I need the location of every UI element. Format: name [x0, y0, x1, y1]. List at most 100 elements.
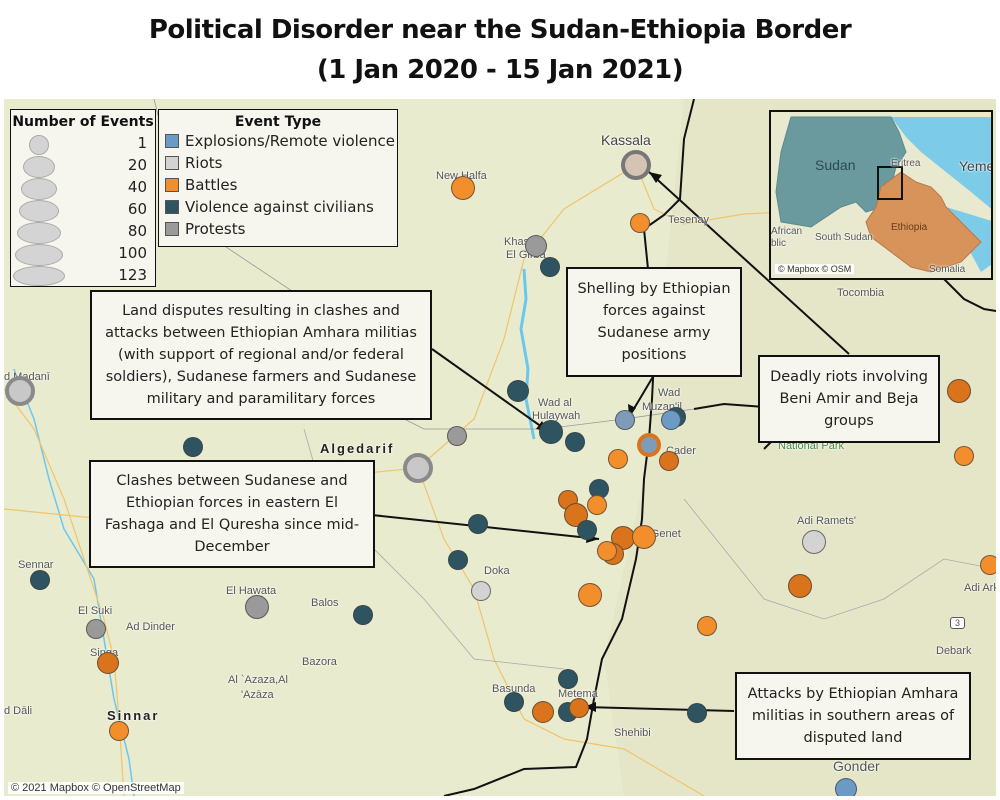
place-el-hawata: El Hawata	[226, 585, 277, 597]
event-marker-battles[interactable]	[451, 176, 475, 200]
event-marker-explosions[interactable]	[835, 778, 857, 796]
event-marker-violence[interactable]	[183, 437, 203, 457]
place-national-park: National Park	[778, 440, 845, 452]
event-marker-violence[interactable]	[577, 520, 597, 540]
place-wad-muzan-1: Wad	[658, 387, 681, 399]
callout-clashes: Clashes between Sudanese and Ethiopian f…	[89, 460, 375, 568]
event-marker-battles[interactable]	[954, 446, 974, 466]
event-marker-protests[interactable]	[86, 619, 106, 639]
event-marker-battles[interactable]	[608, 449, 628, 469]
event-marker-battles[interactable]	[597, 541, 617, 561]
event-marker-violence[interactable]	[504, 692, 524, 712]
event-marker-riots-large[interactable]	[621, 150, 651, 180]
event-marker-battles[interactable]	[578, 583, 602, 607]
size-bubble-icon	[17, 222, 61, 244]
inset-label-south-sudan: South Sudan	[815, 232, 873, 243]
event-marker-protests[interactable]	[447, 426, 467, 446]
inset-label-somalia: Somalia	[929, 264, 966, 275]
map-canvas[interactable]: Kassala New Halfa Tesenay Khashm El Girb…	[4, 99, 996, 796]
inset-map-shapes	[771, 112, 991, 278]
inset-label-yemen: Yeme	[959, 158, 993, 174]
place-algedarif: Algedarif	[320, 441, 395, 456]
callout-shelling: Shelling by Ethiopian forces against Sud…	[566, 267, 742, 377]
event-marker-battles-dark[interactable]	[659, 451, 679, 471]
map-attribution[interactable]: © 2021 Mapbox © OpenStreetMap	[8, 782, 184, 794]
size-bubble-icon	[29, 135, 49, 155]
size-bubble-icon	[15, 244, 63, 266]
size-bubble-icon	[19, 200, 59, 222]
place-sinnar: Sinnar	[107, 708, 160, 723]
legend-item-battles[interactable]: Battles	[159, 174, 397, 196]
explosions-swatch-icon	[165, 134, 179, 148]
event-marker-explosions-ring[interactable]	[637, 433, 661, 457]
event-marker-riots-ring[interactable]	[5, 376, 35, 406]
event-marker-explosions[interactable]	[661, 410, 681, 430]
event-marker-battles[interactable]	[697, 616, 717, 636]
inset-label-sudan: Sudan	[815, 157, 856, 173]
riots-swatch-icon	[165, 156, 179, 170]
inset-attribution: © Mapbox © OSM	[775, 264, 855, 274]
legend-size-row: 20	[11, 156, 151, 178]
event-marker-riots-ring[interactable]	[403, 453, 433, 483]
event-marker-violence[interactable]	[565, 432, 585, 452]
event-marker-protests[interactable]	[245, 595, 269, 619]
legend-item-explosions[interactable]: Explosions/Remote violence	[159, 130, 397, 152]
event-marker-violence[interactable]	[539, 420, 563, 444]
event-marker-battles[interactable]	[980, 555, 996, 575]
place-wad-al-hulaywah-1: Wad al	[538, 397, 572, 409]
violence-swatch-icon	[165, 200, 179, 214]
event-marker-violence[interactable]	[540, 257, 560, 277]
callout-deadly-riots: Deadly riots involving Beni Amir and Bej…	[758, 355, 940, 443]
event-marker-violence[interactable]	[468, 514, 488, 534]
place-tesenay: Tesenay	[668, 214, 709, 226]
legend-item-protests[interactable]: Protests	[159, 218, 397, 240]
legend-number-of-events: Number of Events 1 20 40 60 80 100 123	[10, 109, 156, 287]
place-debark: Debark	[936, 645, 972, 657]
place-adi-ramets: Adi Ramets'	[797, 515, 856, 527]
size-bubble-icon	[13, 266, 65, 286]
legend-size-row: 80	[11, 222, 151, 244]
callout-attacks: Attacks by Ethiopian Amhara militias in …	[735, 672, 971, 760]
place-al-azaza-2: 'Azāza	[241, 689, 274, 701]
event-marker-battles-dark[interactable]	[97, 652, 119, 674]
inset-label-african-2: blic	[771, 238, 787, 249]
place-basunda: Basunda	[492, 683, 536, 695]
event-marker-battles[interactable]	[632, 525, 656, 549]
event-marker-violence[interactable]	[353, 605, 373, 625]
callout-attacks-text: Attacks by Ethiopian Amhara militias in …	[747, 686, 959, 746]
event-marker-violence[interactable]	[30, 570, 50, 590]
inset-label-eritrea: Eritrea	[891, 158, 921, 169]
event-marker-violence[interactable]	[687, 703, 707, 723]
size-bubble-icon	[23, 156, 55, 178]
event-marker-violence[interactable]	[558, 669, 578, 689]
event-marker-battles[interactable]	[630, 213, 650, 233]
inset-locator-map[interactable]: Sudan Eritrea Yeme Ethiopia South Sudan …	[769, 110, 993, 280]
legend-item-violence-against-civilians[interactable]: Violence against civilians	[159, 196, 397, 218]
event-marker-protests[interactable]	[525, 235, 547, 257]
place-kassala: Kassala	[601, 132, 651, 148]
event-marker-explosions-gray[interactable]	[615, 410, 635, 430]
event-marker-violence[interactable]	[507, 380, 529, 402]
event-marker-riots[interactable]	[802, 530, 826, 554]
legend-size-row: 40	[11, 178, 151, 200]
legend-item-riots[interactable]: Riots	[159, 152, 397, 174]
event-marker-battles-dark[interactable]	[947, 379, 971, 403]
place-sennar: Sennar	[18, 559, 54, 571]
event-marker-battles-dark[interactable]	[532, 701, 554, 723]
legend-size-row: 123	[11, 266, 151, 288]
inset-label-ethiopia: Ethiopia	[891, 222, 928, 233]
place-balos: Balos	[311, 597, 339, 609]
event-marker-riots[interactable]	[471, 581, 491, 601]
place-metema: Metema	[558, 688, 598, 700]
event-marker-battles-dark[interactable]	[788, 574, 812, 598]
inset-label-african-1: African	[771, 226, 803, 237]
event-marker-violence[interactable]	[448, 550, 468, 570]
event-marker-battles[interactable]	[109, 721, 129, 741]
legend-size-row: 100	[11, 244, 151, 266]
callout-deadly-riots-text: Deadly riots involving Beni Amir and Bej…	[770, 369, 928, 429]
place-wad-al-hulaywah-2: Hulaywah	[532, 410, 581, 422]
place-al-azaza-1: Al `Azaza,Al	[228, 674, 288, 686]
event-marker-battles-dark[interactable]	[569, 698, 589, 718]
legend-size-row: 60	[11, 200, 151, 222]
event-marker-battles[interactable]	[587, 495, 607, 515]
